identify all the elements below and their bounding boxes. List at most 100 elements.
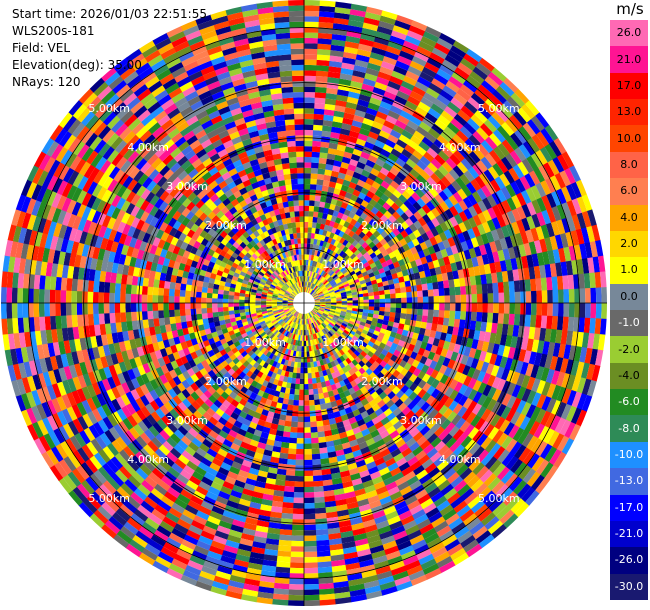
velocity-gate <box>324 309 330 313</box>
velocity-gate <box>430 207 441 218</box>
velocity-gate <box>413 385 423 396</box>
velocity-gate <box>150 410 162 423</box>
velocity-gate <box>375 387 384 396</box>
velocity-gate <box>56 395 67 411</box>
velocity-gate <box>338 431 348 439</box>
velocity-gate <box>143 327 151 337</box>
velocity-gate <box>303 502 315 509</box>
velocity-gate <box>344 174 353 182</box>
velocity-gate <box>490 524 507 539</box>
velocity-gate <box>549 415 562 432</box>
velocity-gate <box>474 88 490 103</box>
velocity-gate <box>425 87 440 100</box>
velocity-gate <box>270 506 283 513</box>
velocity-gate <box>346 325 353 331</box>
velocity-gate <box>420 341 428 350</box>
velocity-gate <box>536 211 547 227</box>
velocity-gate <box>227 429 238 438</box>
velocity-gate <box>237 446 248 455</box>
velocity-gate <box>321 474 332 481</box>
velocity-gate <box>315 320 320 326</box>
velocity-gate <box>271 301 277 303</box>
velocity-gate <box>212 307 218 313</box>
velocity-gate <box>315 86 328 94</box>
velocity-gate <box>325 511 338 519</box>
velocity-gate <box>303 384 309 390</box>
velocity-gate <box>426 147 439 159</box>
velocity-gate <box>212 476 225 486</box>
velocity-gate <box>352 300 359 304</box>
velocity-gate <box>212 298 218 303</box>
velocity-gate <box>110 398 122 412</box>
velocity-gate <box>471 303 478 313</box>
velocity-gate <box>81 399 92 414</box>
velocity-gate <box>62 474 77 491</box>
velocity-gate <box>76 401 88 416</box>
velocity-gate <box>208 429 219 440</box>
velocity-gate <box>180 574 198 586</box>
velocity-gate <box>233 558 249 568</box>
velocity-gate <box>304 286 306 293</box>
velocity-gate <box>409 460 422 472</box>
velocity-gate <box>292 310 297 316</box>
velocity-gate <box>43 432 56 450</box>
velocity-gate <box>432 183 443 195</box>
velocity-gate <box>227 416 237 425</box>
velocity-gate <box>416 398 426 409</box>
velocity-gate <box>313 294 319 299</box>
velocity-gate <box>235 316 242 322</box>
velocity-gate <box>363 433 373 442</box>
velocity-gate <box>214 530 229 540</box>
velocity-gate <box>378 286 385 292</box>
velocity-gate <box>450 414 462 426</box>
velocity-gate <box>201 307 208 314</box>
velocity-gate <box>281 341 287 348</box>
velocity-gate <box>469 71 485 85</box>
velocity-gate <box>392 228 401 237</box>
velocity-gate <box>313 315 318 321</box>
velocity-gate <box>335 309 342 313</box>
velocity-gate <box>472 225 481 238</box>
velocity-gate <box>565 184 577 201</box>
velocity-gate <box>206 297 213 303</box>
velocity-gate <box>129 338 137 350</box>
velocity-gate <box>218 403 228 413</box>
velocity-gate <box>491 501 507 517</box>
velocity-gate <box>497 142 511 158</box>
velocity-gate <box>509 411 521 426</box>
velocity-gate <box>434 169 445 181</box>
velocity-gate <box>347 223 355 231</box>
velocity-gate <box>241 405 250 414</box>
velocity-gate <box>377 281 384 288</box>
velocity-gate <box>174 315 182 324</box>
velocity-gate <box>521 103 536 120</box>
velocity-gate <box>417 370 426 380</box>
velocity-gate <box>168 532 184 545</box>
velocity-gate <box>127 329 135 341</box>
velocity-gate <box>396 481 410 492</box>
velocity-gate <box>400 376 410 385</box>
velocity-gate <box>135 408 147 421</box>
velocity-gate <box>483 119 498 134</box>
velocity-gate <box>73 362 83 377</box>
velocity-gate <box>385 45 402 56</box>
velocity-gate <box>467 496 482 510</box>
velocity-gate <box>347 250 354 258</box>
velocity-gate <box>173 522 189 535</box>
velocity-gate <box>566 216 576 233</box>
velocity-gate <box>158 459 172 472</box>
velocity-gate <box>480 436 493 450</box>
velocity-gate <box>141 521 157 535</box>
velocity-gate <box>373 395 383 404</box>
velocity-gate <box>228 465 241 475</box>
velocity-gate <box>514 147 527 162</box>
velocity-gate <box>380 193 390 203</box>
velocity-gate <box>360 332 367 339</box>
velocity-gate <box>361 574 379 584</box>
velocity-gate <box>400 447 413 458</box>
velocity-gate <box>293 497 304 504</box>
velocity-gate <box>307 221 313 228</box>
velocity-gate <box>217 416 228 426</box>
velocity-gate <box>331 564 347 573</box>
velocity-gate <box>351 291 358 296</box>
